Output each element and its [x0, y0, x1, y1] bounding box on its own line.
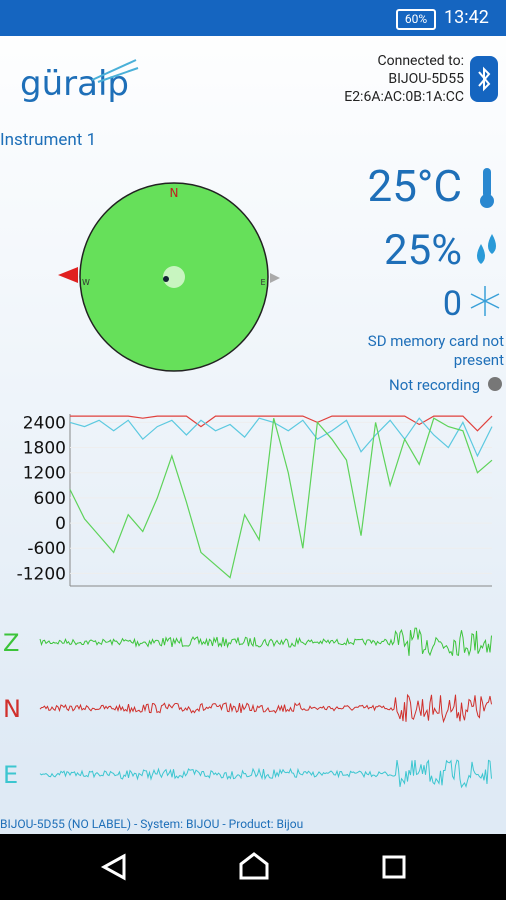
series-line	[69, 417, 493, 458]
footer: BIJOU-5D55 (NO LABEL) - System: BIJOU - …	[0, 817, 304, 831]
compass-north: N	[170, 186, 179, 200]
waveforms: Z N E	[3, 627, 492, 789]
temperature: 25°C	[367, 160, 462, 212]
channel-label: E	[3, 761, 18, 789]
drops-icon	[477, 234, 496, 264]
waveform	[39, 693, 492, 724]
connected-label: Connected to:	[377, 53, 464, 69]
battery: 60%	[396, 9, 436, 30]
instrument-label[interactable]: Instrument 1	[0, 130, 97, 150]
y-tick-label: -600	[27, 539, 66, 559]
thermometer-icon	[480, 168, 494, 208]
series-line	[70, 415, 493, 432]
device-name: BIJOU-5D55	[388, 71, 464, 87]
compass: N W E	[58, 182, 280, 372]
y-tick-label: 2400	[23, 413, 66, 433]
waveform	[39, 627, 492, 657]
event-count: 0	[442, 284, 462, 324]
humidity: 25%	[384, 226, 462, 275]
bluetooth-icon[interactable]	[470, 56, 498, 102]
y-tick-label: 0	[55, 514, 66, 534]
recording-status: Not recording	[389, 376, 480, 394]
line-chart: 2400 1800 1200 600 0 -600 -1200	[17, 413, 493, 587]
device-address: E2:6A:AC:0B:1A:CC	[344, 89, 464, 105]
waveform	[39, 759, 492, 789]
status-bar: 60% 13:42	[0, 0, 506, 36]
nav-bar	[0, 834, 506, 900]
channel-label: Z	[3, 629, 19, 657]
y-tick-label: -1200	[17, 564, 66, 584]
compass-west: W	[82, 278, 90, 287]
channel-label: N	[3, 695, 21, 723]
y-tick-label: 600	[34, 489, 66, 509]
sd-card-status: SD memory card not present	[367, 332, 504, 369]
recording-indicator	[488, 377, 502, 391]
logo-swoosh	[91, 59, 139, 83]
series-line	[69, 417, 493, 579]
y-tick-label: 1200	[23, 464, 66, 484]
connection-info: Connected to: BIJOU-5D55 E2:6A:AC:0B:1A:…	[344, 52, 464, 106]
burst-icon	[470, 286, 500, 316]
clock: 13:42	[444, 7, 489, 28]
y-tick-label: 1800	[23, 439, 66, 459]
compass-east: E	[260, 278, 265, 287]
